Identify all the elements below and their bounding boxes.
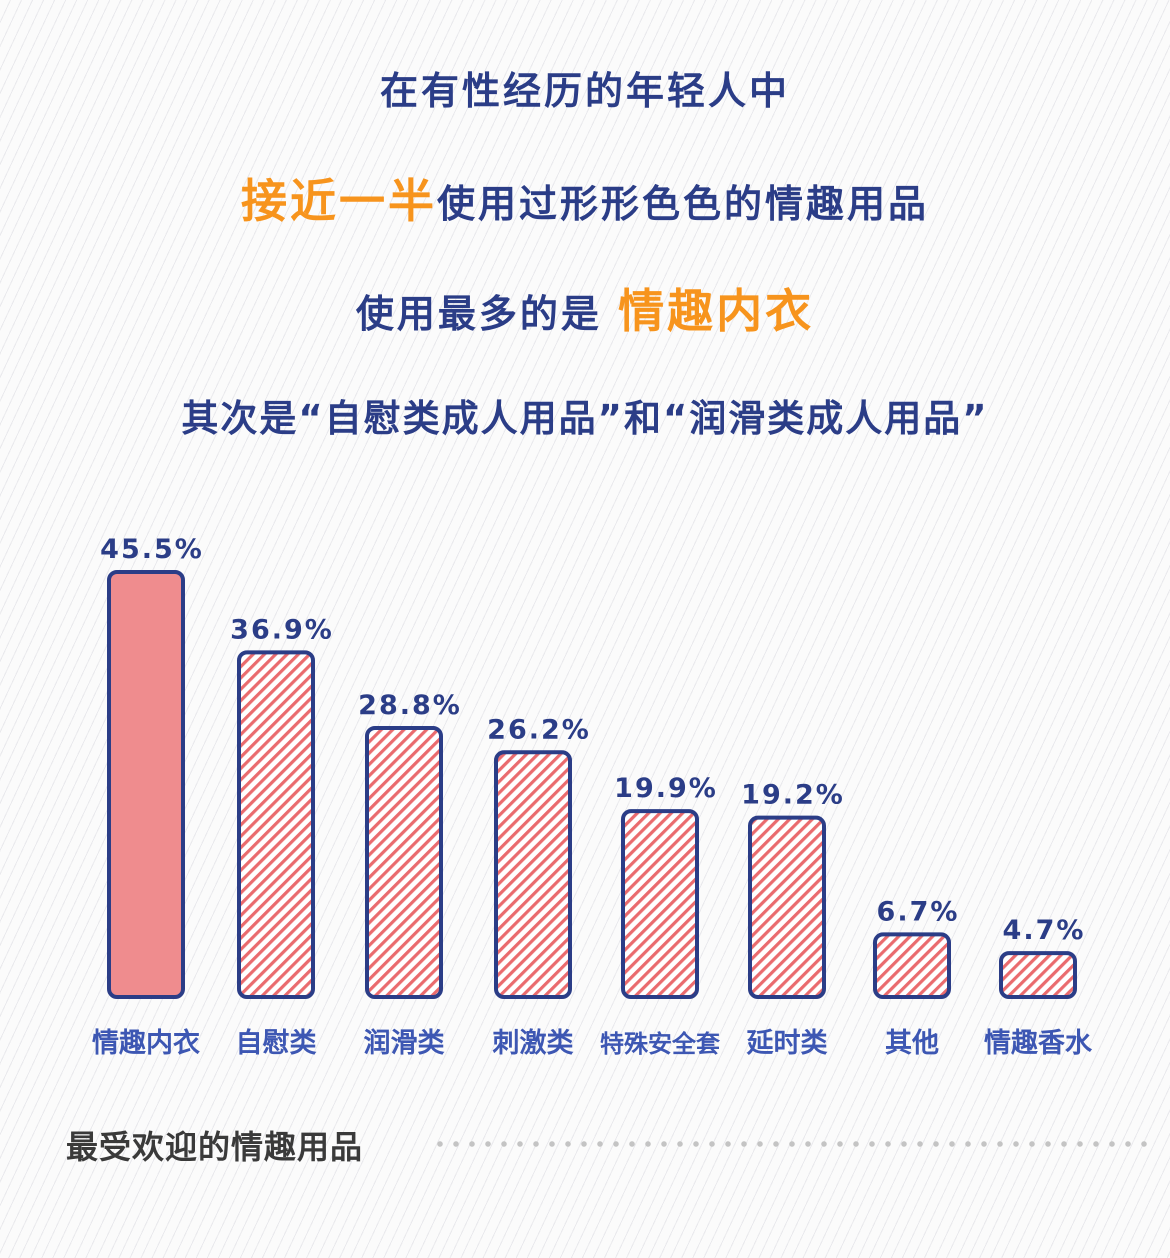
headline-line-1: 在有性经历的年轻人中 xyxy=(0,60,1170,115)
category-label-其他: 其他 xyxy=(885,1028,939,1059)
headline-line-3-text: 使用最多的是 xyxy=(355,292,619,336)
bar-其他 xyxy=(873,932,951,1000)
headline-line-2-highlight: 接近一半 xyxy=(240,174,437,228)
bar-情趣内衣 xyxy=(107,570,185,999)
value-label-情趣香水: 4.7% xyxy=(1003,915,1086,946)
category-label-情趣香水: 情趣香水 xyxy=(984,1028,1093,1059)
bar-chart: 45.5% 情趣内衣 36.9% 自慰类 28.8% 润滑类 26.2% 刺激类 19.9% 特殊… xyxy=(92,534,1093,1059)
headline-line-3: 使用最多的是 情趣内衣 xyxy=(0,275,1170,341)
value-label-情趣内衣: 45.5% xyxy=(100,534,204,565)
headline-line-2-text: 使用过形形色色的情趣用品 xyxy=(436,182,929,226)
headline-line-4: 其次是“自慰类成人用品”和“润滑类成人用品” xyxy=(0,388,1170,442)
headline-line-1-text: 在有性经历的年轻人中 xyxy=(379,69,790,113)
bar-自慰类 xyxy=(237,650,315,999)
category-label-刺激类: 刺激类 xyxy=(493,1027,574,1059)
bar-group: 45.5% 情趣内衣 36.9% 自慰类 28.8% 润滑类 26.2% 刺激类 19.9% 特殊… xyxy=(92,534,1093,1059)
category-label-特殊安全套: 特殊安全套 xyxy=(600,1030,721,1058)
value-label-其他: 6.7% xyxy=(877,896,960,927)
value-label-自慰类: 36.9% xyxy=(230,614,334,645)
footer-title: 最受欢迎的情趣用品 xyxy=(66,1128,364,1166)
bar-润滑类 xyxy=(365,725,443,999)
headline-line-3-highlight: 情趣内衣 xyxy=(618,284,815,338)
bar-情趣香水 xyxy=(999,951,1077,999)
category-label-自慰类: 自慰类 xyxy=(236,1027,317,1059)
dotted-divider xyxy=(432,1140,1152,1148)
category-label-润滑类: 润滑类 xyxy=(364,1027,445,1059)
headline-line-4-text: 其次是“自慰类成人用品”和“润滑类成人用品” xyxy=(181,397,989,440)
value-label-特殊安全套: 19.9% xyxy=(614,773,718,804)
value-label-润滑类: 28.8% xyxy=(358,690,462,721)
headline-line-2: 接近一半使用过形形色色的情趣用品 xyxy=(0,165,1170,231)
value-label-延时类: 19.2% xyxy=(741,780,845,811)
bar-刺激类 xyxy=(494,750,572,999)
bar-延时类 xyxy=(748,815,826,1000)
category-label-延时类: 延时类 xyxy=(746,1028,828,1059)
category-label-情趣内衣: 情趣内衣 xyxy=(92,1027,200,1059)
value-label-刺激类: 26.2% xyxy=(487,714,591,745)
bar-特殊安全套 xyxy=(621,809,699,999)
